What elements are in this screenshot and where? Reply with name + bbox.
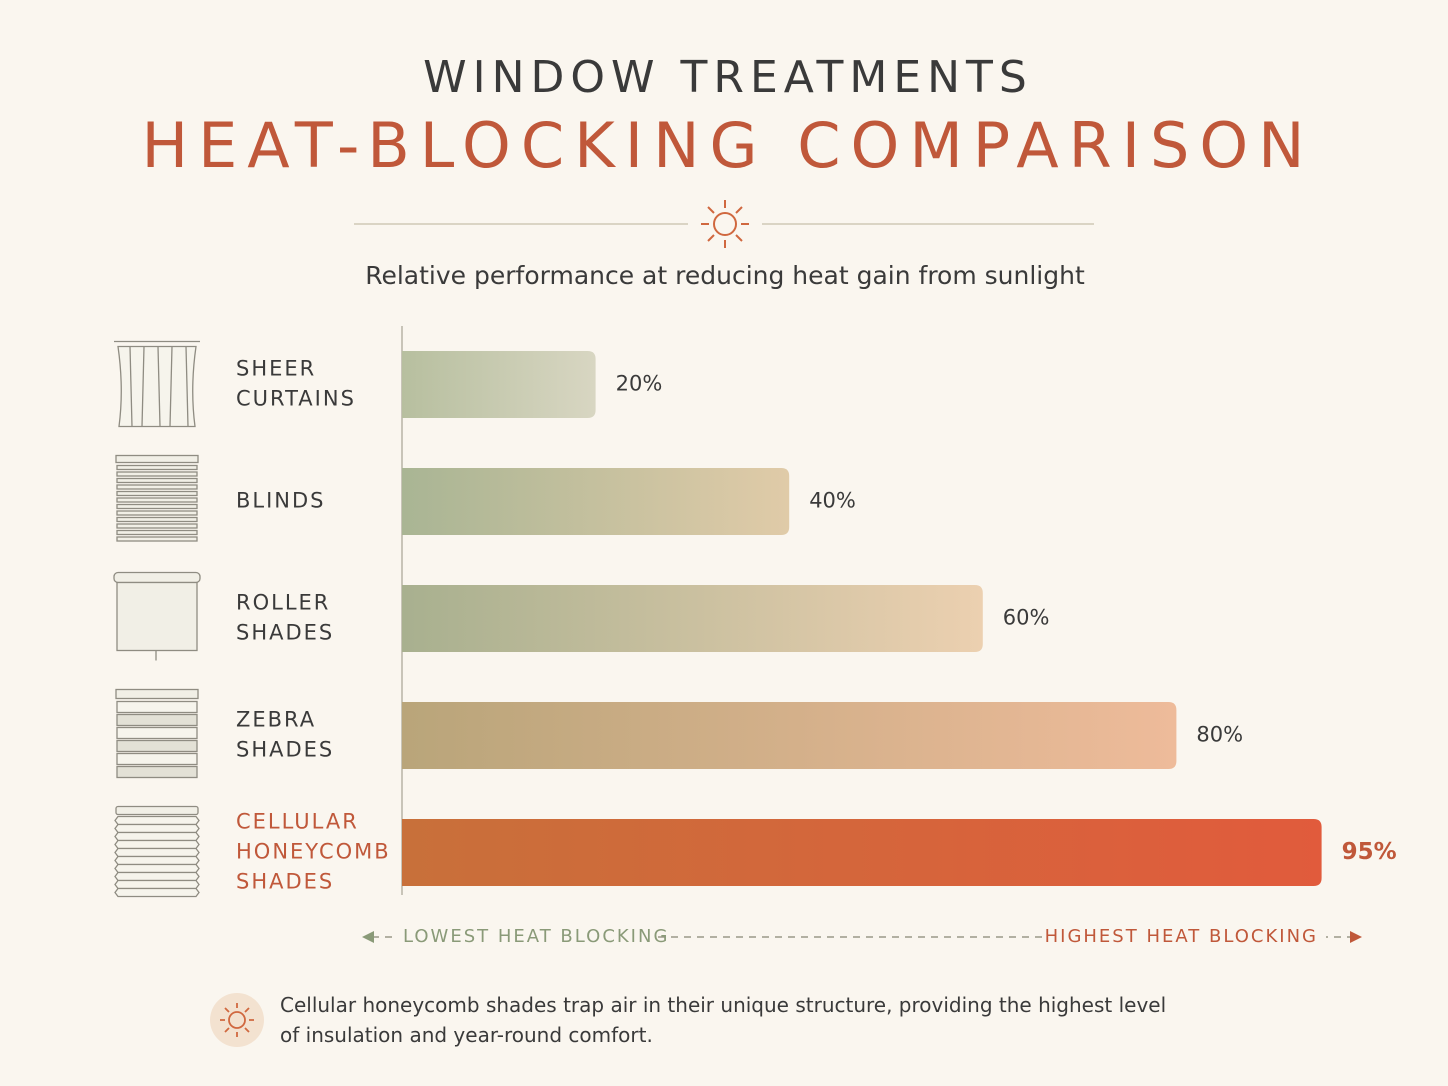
- note-icon: [220, 1003, 254, 1037]
- treatment-icon: [115, 454, 199, 542]
- cell: [114, 863, 200, 874]
- fold: [129, 346, 133, 427]
- headrail: [115, 805, 199, 816]
- headrail: [115, 688, 199, 700]
- category-label: BLINDS: [236, 489, 326, 513]
- label-backdrop: [1046, 922, 1326, 952]
- band: [116, 700, 198, 714]
- slat: [116, 484, 198, 490]
- slat: [116, 464, 198, 471]
- label-backdrop: [396, 922, 658, 952]
- slat: [116, 523, 198, 529]
- slat: [116, 497, 198, 503]
- cell: [114, 847, 200, 858]
- cell: [114, 831, 200, 842]
- cell: [114, 887, 200, 898]
- treatment-icon: [115, 688, 199, 779]
- slat: [116, 477, 198, 484]
- shade: [116, 581, 198, 652]
- bar: [402, 702, 1177, 769]
- value-label: 40%: [809, 489, 856, 513]
- bar: [402, 585, 983, 652]
- chart-title: WINDOW TREATMENTS: [423, 52, 1033, 103]
- arrow-right: [1350, 931, 1362, 943]
- sun-icon: [701, 200, 749, 248]
- cell: [114, 855, 200, 866]
- treatment-icon: [114, 805, 200, 898]
- cell: [114, 839, 200, 850]
- slat: [116, 471, 198, 477]
- band: [116, 739, 198, 753]
- bar: [402, 468, 790, 535]
- slat: [116, 490, 198, 497]
- cell: [114, 823, 200, 834]
- slat: [116, 536, 198, 542]
- arrow-left: [362, 931, 374, 943]
- cell: [114, 815, 200, 826]
- cell: [114, 871, 200, 882]
- band: [116, 752, 198, 766]
- category-label: CELLULAR HONEYCOMB SHADES: [236, 810, 391, 894]
- cell: [114, 879, 200, 890]
- slat: [116, 516, 198, 523]
- category-label: ROLLER SHADES: [236, 591, 334, 645]
- note-badge: [210, 993, 264, 1047]
- treatment-icon: [113, 571, 201, 661]
- slat: [116, 503, 198, 510]
- bar: [402, 351, 596, 418]
- chart-description: Relative performance at reducing heat ga…: [365, 261, 1085, 290]
- treatment-icon: [114, 340, 200, 428]
- band: [116, 726, 198, 740]
- slat: [116, 529, 198, 536]
- bar: [402, 819, 1322, 886]
- category-label: SHEER CURTAINS: [236, 357, 356, 411]
- value-label: 20%: [616, 372, 663, 396]
- band: [116, 713, 198, 727]
- fold: [185, 346, 189, 427]
- high-label: HIGHEST HEAT BLOCKING: [1045, 926, 1318, 947]
- category-label: ZEBRA SHADES: [236, 708, 334, 762]
- value-label: 60%: [1003, 606, 1050, 630]
- slat: [116, 510, 198, 516]
- fold: [157, 346, 161, 427]
- fold: [169, 346, 173, 427]
- roller: [113, 571, 201, 584]
- curtain: [117, 345, 197, 428]
- note: Cellular honeycomb shades trap air in th…: [280, 993, 1167, 1047]
- fold: [141, 346, 145, 427]
- value-label: 95%: [1342, 839, 1397, 865]
- low-label: LOWEST HEAT BLOCKING: [403, 926, 669, 947]
- headrail: [115, 454, 199, 464]
- band: [116, 765, 198, 779]
- chart-subtitle: HEAT-BLOCKING COMPARISON: [141, 109, 1314, 182]
- note-box: Cellular honeycomb shades trap air in th…: [280, 993, 1167, 1047]
- value-label: 80%: [1196, 723, 1243, 747]
